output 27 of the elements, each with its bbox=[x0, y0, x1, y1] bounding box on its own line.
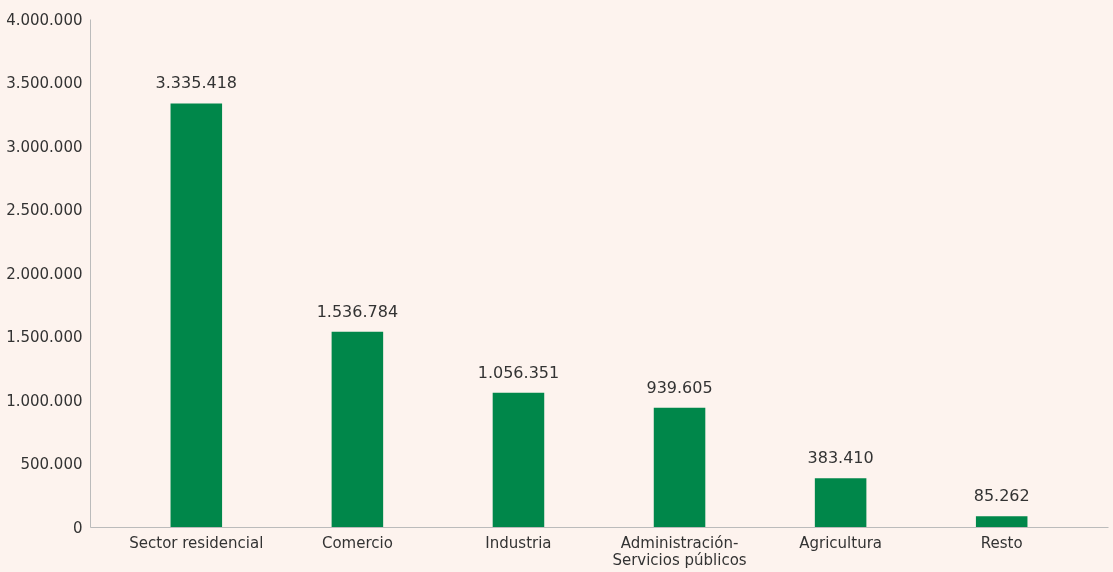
bar bbox=[331, 331, 384, 527]
x-tick-label: Industria bbox=[485, 533, 552, 552]
data-label: 1.536.784 bbox=[316, 301, 399, 321]
y-tick-label: 4.000.000 bbox=[6, 10, 83, 29]
x-tick-label: Sector residencial bbox=[129, 533, 264, 552]
bar bbox=[170, 103, 223, 527]
bar bbox=[492, 392, 545, 527]
bar bbox=[975, 516, 1028, 527]
data-label: 85.262 bbox=[973, 486, 1030, 506]
y-tick-label: 3.000.000 bbox=[6, 137, 83, 156]
y-tick-label: 500.000 bbox=[20, 455, 83, 473]
y-tick-label: 2.000.000 bbox=[6, 264, 83, 283]
data-label: 383.410 bbox=[807, 448, 874, 468]
data-label: 1.056.351 bbox=[477, 362, 560, 382]
y-tick-label: 1.500.000 bbox=[6, 328, 83, 346]
data-label: 939.605 bbox=[646, 377, 713, 397]
data-label: 3.335.418 bbox=[155, 73, 238, 93]
y-tick-label: 1.000.000 bbox=[6, 391, 83, 410]
y-tick-label: 0 bbox=[72, 518, 83, 537]
bar bbox=[653, 407, 706, 527]
y-tick-label: 2.500.000 bbox=[6, 201, 83, 219]
x-tick-label: Agricultura bbox=[799, 533, 883, 552]
bar bbox=[814, 478, 867, 527]
x-tick-label: Administración- Servicios públicos bbox=[612, 533, 747, 569]
x-tick-label: Resto bbox=[980, 533, 1023, 552]
x-tick-label: Comercio bbox=[321, 533, 393, 552]
y-tick-label: 3.500.000 bbox=[6, 74, 83, 92]
